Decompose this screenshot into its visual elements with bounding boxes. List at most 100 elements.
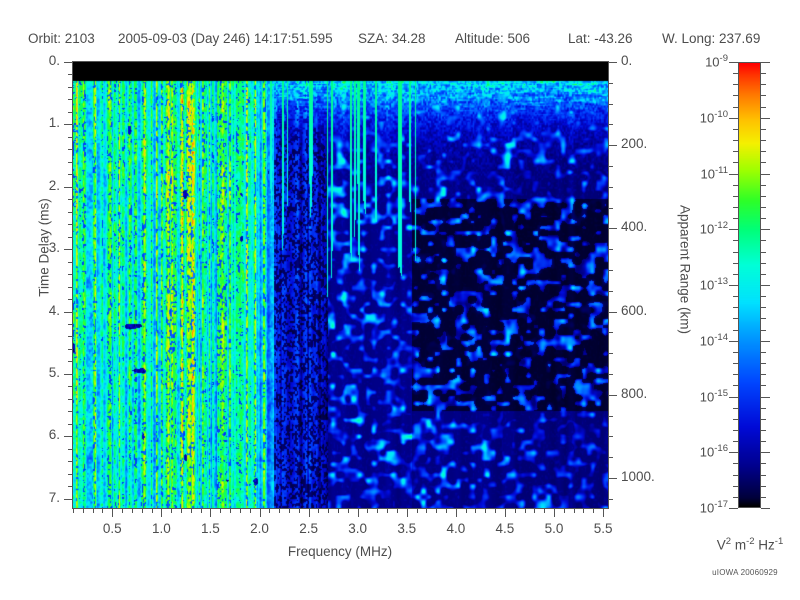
x-tick xyxy=(367,508,368,513)
x-axis-label: Frequency (MHz) xyxy=(287,544,393,559)
colorbar-tick xyxy=(761,174,770,175)
colorbar-minor-tick xyxy=(761,486,766,487)
colorbar-minor-tick xyxy=(733,95,738,96)
y-right-tick xyxy=(608,332,613,333)
x-tick xyxy=(554,508,555,517)
x-tick xyxy=(269,508,270,513)
x-tick xyxy=(318,508,319,513)
x-tick xyxy=(358,508,359,517)
colorbar-tick xyxy=(761,397,770,398)
y-left-tick xyxy=(68,99,73,100)
colorbar-minor-tick xyxy=(761,408,766,409)
colorbar-minor-tick xyxy=(761,151,766,152)
y-left-tick-label: 0. xyxy=(48,53,60,68)
header-datetime: 2005-09-03 (Day 246) 14:17:51.595 xyxy=(118,31,333,46)
colorbar-minor-tick xyxy=(761,441,766,442)
colorbar-minor-tick xyxy=(761,430,766,431)
x-tick xyxy=(161,508,162,517)
x-tick xyxy=(583,508,584,513)
colorbar-tick-label: 10-12 xyxy=(699,220,728,237)
y-left-tick xyxy=(64,436,73,437)
colorbar-tick-label: 10-9 xyxy=(705,53,728,70)
x-tick-label: 1.0 xyxy=(151,521,171,536)
x-tick xyxy=(260,508,261,517)
x-tick xyxy=(495,508,496,513)
colorbar-minor-tick xyxy=(733,497,738,498)
y-right-tick xyxy=(608,478,617,479)
x-tick xyxy=(544,508,545,513)
colorbar-minor-tick xyxy=(733,307,738,308)
colorbar-tick-label: 10-13 xyxy=(699,276,728,293)
x-tick xyxy=(250,508,251,513)
y-right-tick xyxy=(608,208,613,209)
x-tick xyxy=(210,508,211,517)
x-tick xyxy=(201,508,202,513)
header-orbit: Orbit: 2103 xyxy=(28,31,95,46)
y-right-tick xyxy=(608,104,613,105)
y-right-tick xyxy=(608,249,613,250)
y-left-tick xyxy=(68,474,73,475)
x-tick xyxy=(328,508,329,513)
y-left-tick xyxy=(68,399,73,400)
colorbar-minor-tick xyxy=(761,463,766,464)
colorbar-minor-tick xyxy=(761,252,766,253)
x-tick xyxy=(574,508,575,513)
y-left-tick xyxy=(68,324,73,325)
y-left-tick-label: 7. xyxy=(48,489,60,505)
colorbar-tick-label: 10-10 xyxy=(699,108,728,126)
colorbar-tick xyxy=(729,118,738,119)
x-tick xyxy=(446,508,447,513)
colorbar-units-label: V2 m-2 Hz-1 xyxy=(716,536,784,553)
colorbar-minor-tick xyxy=(733,207,738,208)
header-altitude: Altitude: 506 xyxy=(455,31,531,46)
x-tick-label: 5.5 xyxy=(593,521,613,536)
x-tick xyxy=(132,508,133,513)
colorbar-minor-tick xyxy=(733,330,738,331)
colorbar-tick xyxy=(729,341,738,342)
colorbar-tick-label: 10-16 xyxy=(699,443,728,460)
y-right-tick xyxy=(608,374,613,375)
colorbar-minor-tick xyxy=(733,363,738,364)
colorbar-minor-tick xyxy=(733,263,738,264)
x-tick xyxy=(564,508,565,513)
x-tick xyxy=(475,508,476,513)
x-tick xyxy=(534,508,535,513)
colorbar-minor-tick xyxy=(733,107,738,108)
y-left-tick xyxy=(68,237,73,238)
x-tick xyxy=(230,508,231,513)
y-left-tick-label: 4. xyxy=(48,302,60,318)
x-tick xyxy=(525,508,526,513)
y-left-tick-label: 3. xyxy=(48,240,60,256)
y-right-tick xyxy=(608,499,613,500)
y-right-tick-label: 200. xyxy=(621,136,648,152)
x-tick-label: 5.0 xyxy=(544,521,564,536)
x-tick xyxy=(299,508,300,513)
x-tick-label: 0.5 xyxy=(102,521,122,536)
colorbar-minor-tick xyxy=(733,218,738,219)
colorbar-tick xyxy=(761,62,770,63)
x-tick xyxy=(397,508,398,513)
x-tick xyxy=(122,508,123,513)
colorbar-tick xyxy=(729,452,738,453)
header-west-longitude: W. Long: 237.69 xyxy=(662,31,761,46)
y-left-tick xyxy=(68,386,73,387)
y-right-tick xyxy=(608,353,613,354)
colorbar-minor-tick xyxy=(733,475,738,476)
colorbar-tick-label: 10-11 xyxy=(700,164,729,181)
x-tick xyxy=(279,508,280,513)
x-tick xyxy=(407,508,408,517)
y-left-tick xyxy=(68,336,73,337)
colorbar-tick xyxy=(761,229,770,230)
x-tick xyxy=(289,508,290,513)
y-left-tick xyxy=(68,424,73,425)
colorbar-minor-tick xyxy=(761,263,766,264)
y-right-tick xyxy=(608,187,613,188)
colorbar-minor-tick xyxy=(761,185,766,186)
radargram-canvas xyxy=(73,62,608,508)
colorbar-minor-tick xyxy=(761,129,766,130)
colorbar-minor-tick xyxy=(733,419,738,420)
colorbar-minor-tick xyxy=(733,185,738,186)
y-right-tick xyxy=(608,291,613,292)
x-tick xyxy=(112,508,113,517)
colorbar-tick xyxy=(761,341,770,342)
